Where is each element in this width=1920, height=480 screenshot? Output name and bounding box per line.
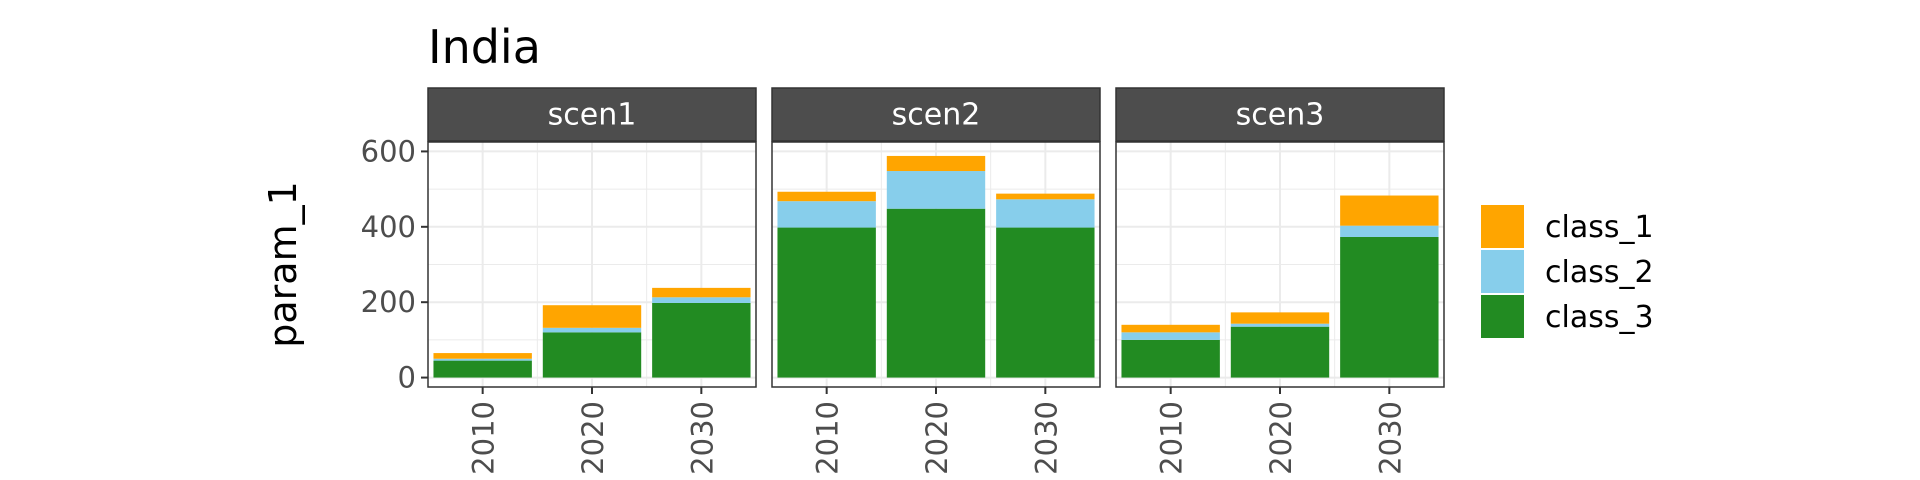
x-tick-label: 2010: [467, 401, 501, 475]
bar-segment-class_2: [996, 199, 1095, 228]
x-tick-label: 2020: [576, 401, 610, 475]
y-axis-label: param_1: [261, 181, 305, 348]
facet-strip: [1115, 87, 1445, 142]
y-tick-label: 600: [361, 134, 416, 168]
bar-segment-class_1: [886, 155, 986, 172]
bar-segment-class_3: [1230, 326, 1330, 378]
bar-segment-class_1: [1121, 324, 1220, 333]
x-tick-label: 2020: [1264, 401, 1298, 475]
bar-segment-class_1: [777, 191, 876, 202]
facet-panels: 0 200 400 600 scen1 2010 2020 2030 scen2 2010 2020…: [361, 87, 1445, 475]
panel-scen2: scen2 2010 2020 2030: [771, 87, 1101, 475]
bar-segment-class_3: [1340, 236, 1439, 378]
x-tick-label: 2030: [1029, 401, 1063, 475]
bar-segment-class_2: [1121, 332, 1220, 340]
bar-segment-class_2: [1230, 323, 1330, 327]
legend-label: class_1: [1545, 210, 1654, 245]
panel-scen1: scen1 2010 2020 2030: [427, 87, 757, 475]
x-tick-label: 2010: [1155, 401, 1189, 475]
bar-segment-class_1: [996, 193, 1095, 200]
bar-segment-class_2: [433, 358, 532, 361]
legend-label: class_2: [1545, 255, 1654, 290]
y-tick-label: 200: [361, 285, 416, 319]
bar-segment-class_1: [542, 305, 642, 328]
bar-segment-class_2: [777, 201, 876, 228]
bar-segment-class_3: [886, 208, 986, 378]
bar-segment-class_2: [886, 171, 986, 209]
x-tick-label: 2030: [1373, 401, 1407, 475]
facet-strip-label: scen1: [548, 98, 637, 133]
bar-segment-class_3: [652, 302, 751, 378]
bar-segment-class_3: [542, 332, 642, 378]
bar-segment-class_3: [1121, 339, 1220, 378]
x-tick-label: 2020: [920, 401, 954, 475]
panel-scen3: scen3 2010 2020 2030: [1115, 87, 1445, 475]
chart-title: India: [428, 20, 541, 74]
y-tick-label: 0: [398, 361, 416, 395]
bar-segment-class_3: [996, 227, 1095, 378]
facet-strip: [427, 87, 757, 142]
x-tick-label: 2010: [811, 401, 845, 475]
bar-segment-class_1: [1340, 195, 1439, 226]
bar-segment-class_1: [433, 353, 532, 359]
bar-segment-class_2: [542, 327, 642, 333]
bar-segment-class_2: [1340, 225, 1439, 237]
legend-key-class_1: [1481, 205, 1524, 248]
legend-label: class_3: [1545, 300, 1654, 335]
x-tick-label: 2030: [685, 401, 719, 475]
bar-segment-class_3: [777, 227, 876, 378]
facet-strip-label: scen2: [892, 98, 981, 133]
y-tick-label: 400: [361, 210, 416, 244]
bar-segment-class_1: [652, 287, 751, 298]
legend-key-class_3: [1481, 295, 1524, 338]
bar-segment-class_3: [433, 360, 532, 378]
facet-strip: [771, 87, 1101, 142]
bar-segment-class_1: [1230, 312, 1330, 324]
bar-segment-class_2: [652, 297, 751, 303]
facet-strip-label: scen3: [1236, 98, 1325, 133]
legend: class_1 class_2 class_3: [1481, 205, 1654, 338]
legend-key-class_2: [1481, 250, 1524, 293]
